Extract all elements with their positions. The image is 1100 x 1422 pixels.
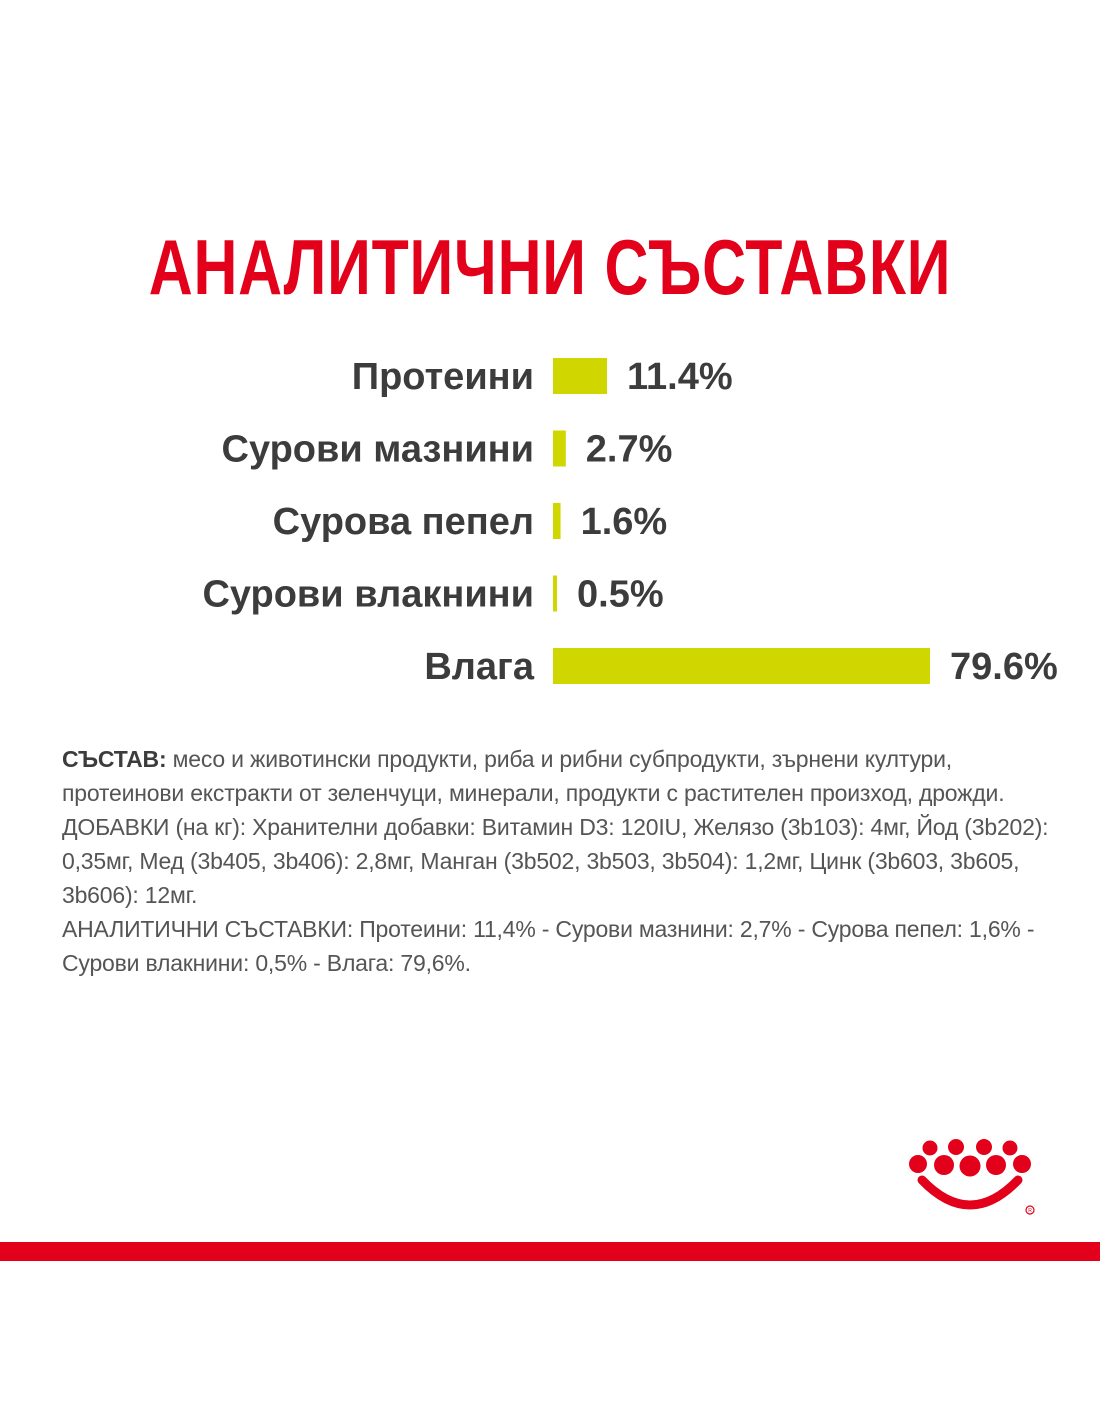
brand-red-band [0, 1242, 1100, 1261]
page-title: АНАЛИТИЧНИ СЪСТАВКИ [148, 223, 952, 311]
bar-category-label: Сурови мазнини [222, 429, 535, 471]
composition-text: СЪСТАВ: месо и животински продукти, риба… [62, 742, 1052, 980]
bar [553, 648, 930, 684]
bar-value-label: 1.6% [581, 501, 668, 543]
ingredients-text: месо и животински продукти, риба и рибни… [62, 746, 1005, 806]
additives-paragraph: ДОБАВКИ (на кг): Хранителни добавки: Вит… [62, 814, 1049, 908]
composition-lead: СЪСТАВ: [62, 746, 167, 772]
svg-text:R: R [1028, 1208, 1032, 1214]
bar [553, 430, 566, 467]
ingredients-paragraph: СЪСТАВ: месо и животински продукти, риба… [62, 742, 1052, 810]
bar-category-label: Сурови влакнини [202, 574, 534, 616]
bar-value-label: 2.7% [586, 429, 673, 471]
bar [553, 503, 561, 539]
bar-category-label: Сурова пепел [273, 501, 534, 543]
bar-category-label: Влага [424, 646, 535, 688]
analytical-paragraph: АНАЛИТИЧНИ СЪСТАВКИ: Протеини: 11,4% - С… [62, 916, 1035, 976]
royal-crown-icon: R [909, 1139, 1035, 1215]
analytical-bar-chart: Протеини 11.4% Сурови мазнини 2.7% Сурова пе… [202, 356, 1058, 688]
bar [553, 358, 607, 394]
bar [553, 575, 557, 612]
bar-category-label: Протеини [352, 356, 534, 398]
bar-value-label: 79.6% [950, 646, 1058, 688]
bar-value-label: 11.4% [627, 356, 733, 398]
bar-value-label: 0.5% [577, 574, 664, 616]
